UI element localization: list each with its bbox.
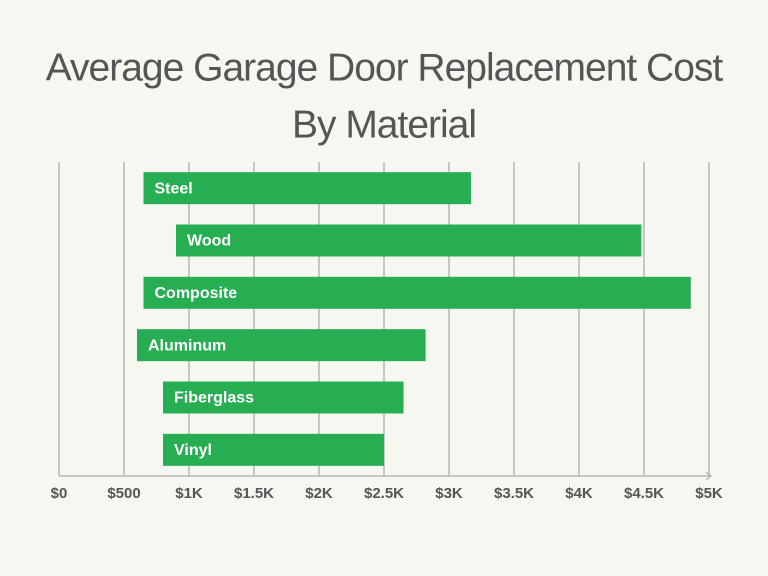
- x-tick-label: $0: [51, 485, 68, 502]
- x-tick-label: $500: [107, 485, 140, 502]
- bar: [163, 433, 384, 466]
- bar: [163, 381, 404, 414]
- bar: [137, 329, 426, 362]
- x-tick-label: $3.5K: [494, 485, 534, 502]
- x-tick-label: $3K: [435, 485, 463, 502]
- x-tick-label: $1.5K: [234, 485, 274, 502]
- chart-title: By Material: [292, 103, 476, 146]
- axis-arrow: [705, 471, 712, 481]
- x-tick-label: $1K: [175, 485, 203, 502]
- x-tick-label: $5K: [695, 485, 723, 502]
- bar-label: Steel: [155, 180, 193, 197]
- bar-label: Aluminum: [148, 337, 226, 354]
- bar-label: Composite: [155, 285, 238, 302]
- x-tick-label: $4K: [565, 485, 593, 502]
- x-tick-label: $4.5K: [624, 485, 664, 502]
- bar-label: Wood: [187, 233, 231, 250]
- x-tick-label: $2K: [305, 485, 333, 502]
- x-tick-label: $2.5K: [364, 485, 404, 502]
- bar: [143, 276, 691, 309]
- bar-label: Fiberglass: [174, 390, 254, 407]
- bar: [143, 172, 472, 205]
- bar-label: Vinyl: [174, 442, 212, 459]
- bar: [176, 224, 642, 257]
- chart-title: Average Garage Door Replacement Cost: [46, 46, 724, 89]
